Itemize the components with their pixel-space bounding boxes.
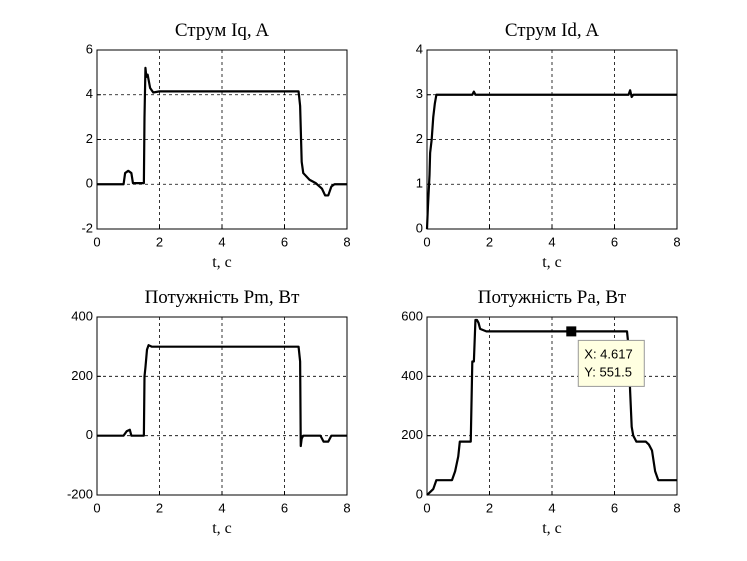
data-line [97,66,347,197]
x-tick-label: 8 [673,234,680,249]
x-tick-label: 4 [548,500,555,515]
x-tick-label: 6 [611,500,618,515]
x-tick-label: 4 [218,234,225,249]
axes-box [96,316,348,496]
x-axis-label: t, c [212,254,232,271]
x-tick-label: 2 [156,234,163,249]
x-tick-label: 4 [548,234,555,249]
chart-title: Струм Iq, A [175,20,270,41]
x-tick-label: 8 [343,500,350,515]
x-tick-label: 6 [281,500,288,515]
y-tick-label: 4 [416,41,423,56]
y-tick-label: 0 [86,427,93,442]
y-tick-label: -200 [67,486,93,501]
y-tick-label: 6 [86,41,93,56]
y-tick-label: 2 [416,131,423,146]
x-axis-label: t, c [212,520,232,537]
x-tick-label: 0 [93,500,100,515]
y-tick-label: 1 [416,176,423,191]
plot-area [97,50,347,229]
datatip-marker [566,326,577,337]
data-line [426,318,677,496]
axes-box [426,316,678,496]
y-tick-label: 400 [401,368,423,383]
x-tick-label: 0 [423,500,430,515]
y-tick-label: 4 [86,86,93,101]
x-tick-label: 2 [486,234,493,249]
plot-area [427,50,677,229]
datatip-x: X: 4.617 [584,346,632,361]
y-tick-label: 200 [71,368,93,383]
datatip-y: Y: 551.5 [584,364,632,379]
data-line [97,344,347,448]
y-tick-label: 2 [86,131,93,146]
x-axis-label: t, c [542,520,562,537]
y-tick-label: 0 [86,176,93,191]
axes-box [426,49,678,230]
y-tick-label: 3 [416,86,423,101]
y-tick-label: 0 [416,486,423,501]
y-tick-label: 600 [401,308,423,323]
x-tick-label: 6 [281,234,288,249]
x-tick-label: 0 [423,234,430,249]
datatip-box [577,339,645,387]
x-tick-label: 6 [611,234,618,249]
x-tick-label: 8 [343,234,350,249]
x-tick-label: 8 [673,500,680,515]
axes-box [96,49,348,230]
y-tick-label: -2 [81,220,93,235]
y-tick-label: 0 [416,220,423,235]
x-tick-label: 0 [93,234,100,249]
y-tick-label: 200 [401,427,423,442]
chart-title: Струм Id, A [505,20,600,41]
x-tick-label: 2 [486,500,493,515]
x-tick-label: 2 [156,500,163,515]
chart-title: Потужність Pa, Вт [478,287,627,308]
y-tick-label: 400 [71,308,93,323]
data-line [425,89,677,230]
x-tick-label: 4 [218,500,225,515]
x-axis-label: t, c [542,254,562,271]
chart-title: Потужність Pm, Вт [145,287,301,308]
